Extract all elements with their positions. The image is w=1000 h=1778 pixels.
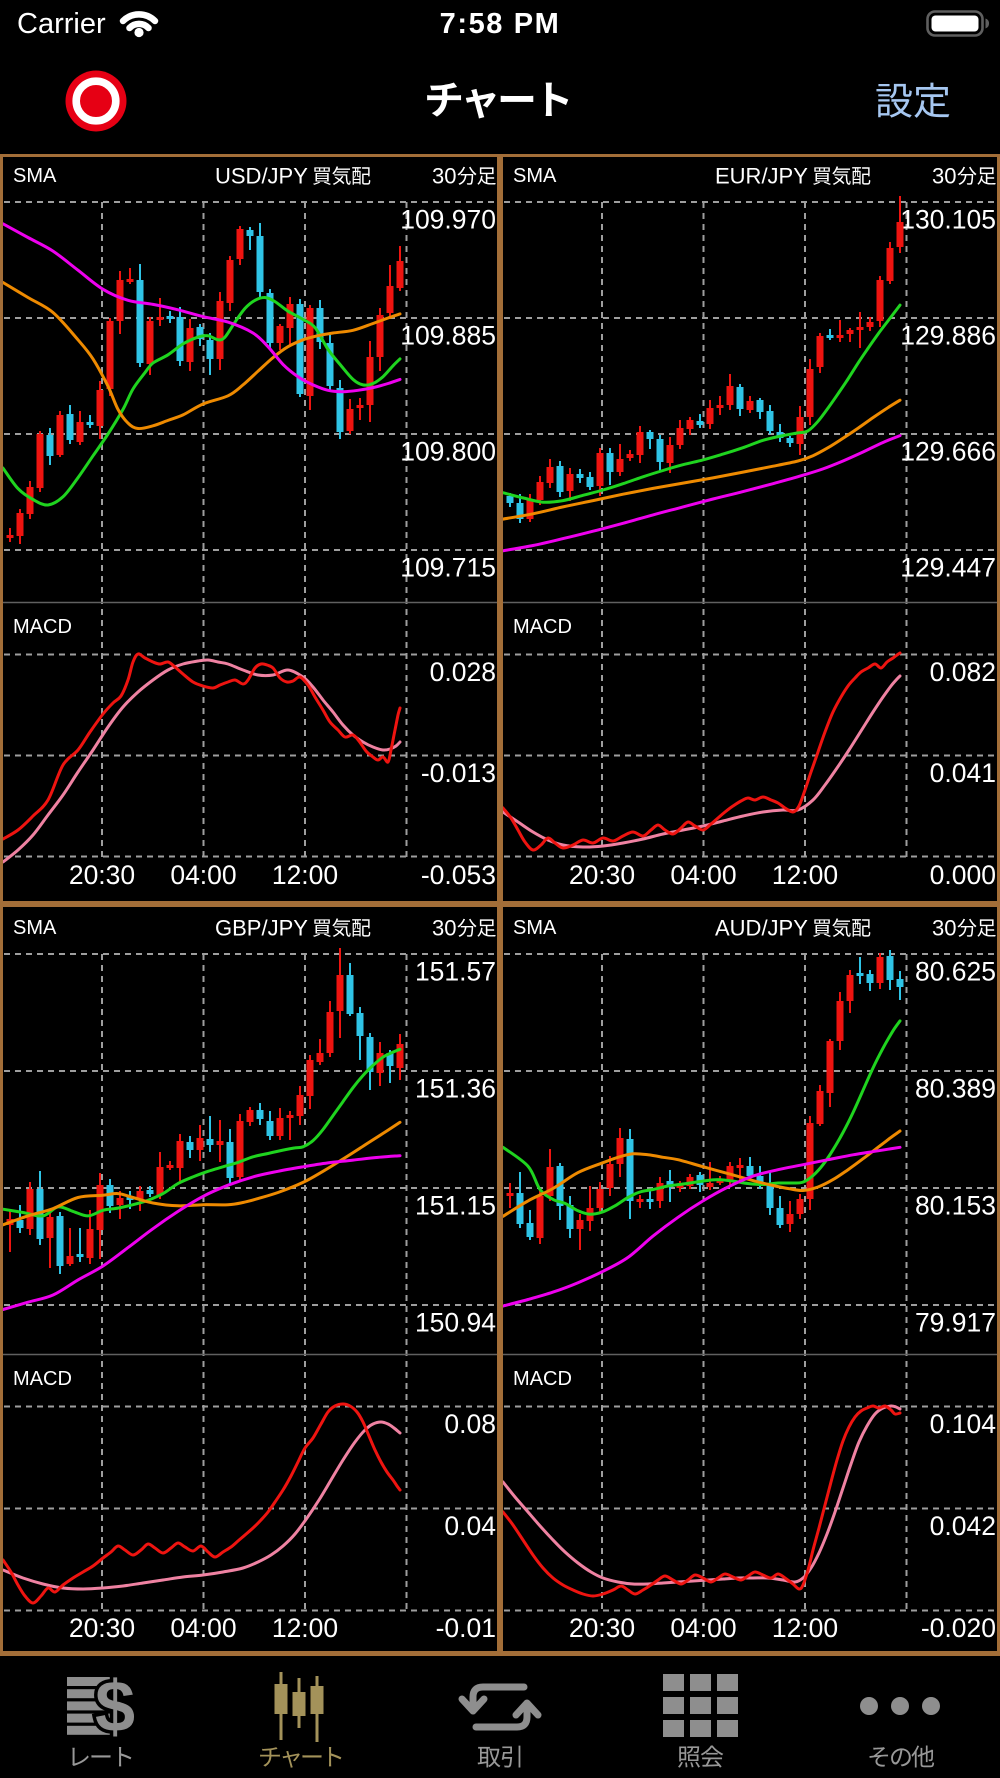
- svg-text:GBP/JPY: GBP/JPY: [215, 916, 308, 941]
- svg-text:0.041: 0.041: [930, 758, 996, 788]
- svg-text:20:30: 20:30: [69, 860, 135, 890]
- svg-text:0.04: 0.04: [444, 1511, 496, 1541]
- svg-text:109.715: 109.715: [400, 553, 496, 583]
- svg-text:12:00: 12:00: [272, 860, 338, 890]
- svg-text:151.57: 151.57: [415, 957, 496, 987]
- svg-text:7:58 PM: 7:58 PM: [440, 8, 561, 40]
- svg-text:151.36: 151.36: [415, 1074, 496, 1104]
- svg-text:0.000: 0.000: [930, 860, 996, 890]
- svg-text:30: 30: [432, 164, 456, 189]
- svg-text:109.970: 109.970: [400, 205, 496, 235]
- svg-text:04:00: 04:00: [170, 860, 236, 890]
- svg-text:SMA: SMA: [13, 917, 57, 939]
- svg-text:$: $: [95, 1667, 135, 1747]
- svg-text:-0.053: -0.053: [421, 860, 496, 890]
- svg-text:04:00: 04:00: [170, 1613, 236, 1643]
- svg-text:SMA: SMA: [513, 917, 557, 939]
- svg-text:Carrier: Carrier: [17, 8, 106, 40]
- svg-text:-0.020: -0.020: [921, 1613, 996, 1643]
- svg-text:30: 30: [932, 916, 956, 941]
- svg-text:0.082: 0.082: [930, 657, 996, 687]
- svg-text:80.389: 80.389: [915, 1074, 996, 1104]
- svg-text:12:00: 12:00: [772, 1613, 838, 1643]
- svg-text:12:00: 12:00: [272, 1613, 338, 1643]
- svg-text:129.447: 129.447: [900, 553, 996, 583]
- svg-text:MACD: MACD: [13, 616, 72, 638]
- svg-text:30: 30: [932, 164, 956, 189]
- svg-text:109.885: 109.885: [400, 321, 496, 351]
- svg-text:151.15: 151.15: [415, 1191, 496, 1221]
- svg-text:EUR/JPY: EUR/JPY: [715, 164, 808, 189]
- svg-text:04:00: 04:00: [670, 860, 736, 890]
- svg-text:30: 30: [432, 916, 456, 941]
- svg-text:SMA: SMA: [13, 165, 57, 187]
- svg-text:129.886: 129.886: [900, 321, 996, 351]
- svg-text:20:30: 20:30: [569, 860, 635, 890]
- svg-text:-0.01: -0.01: [436, 1613, 496, 1643]
- svg-text:0.042: 0.042: [930, 1511, 996, 1541]
- svg-text:12:00: 12:00: [772, 860, 838, 890]
- svg-text:130.105: 130.105: [900, 205, 996, 235]
- svg-text:MACD: MACD: [513, 616, 572, 638]
- svg-text:80.625: 80.625: [915, 957, 996, 987]
- svg-text:79.917: 79.917: [915, 1308, 996, 1338]
- svg-text:MACD: MACD: [13, 1368, 72, 1390]
- svg-text:0.08: 0.08: [444, 1409, 496, 1439]
- svg-text:0.104: 0.104: [930, 1409, 996, 1439]
- svg-text:USD/JPY: USD/JPY: [215, 164, 308, 189]
- svg-text:SMA: SMA: [513, 165, 557, 187]
- svg-text:20:30: 20:30: [69, 1613, 135, 1643]
- svg-text:80.153: 80.153: [915, 1191, 996, 1221]
- svg-text:20:30: 20:30: [569, 1613, 635, 1643]
- svg-text:04:00: 04:00: [670, 1613, 736, 1643]
- svg-text:150.94: 150.94: [415, 1308, 496, 1338]
- svg-text:129.666: 129.666: [900, 437, 996, 467]
- svg-text:AUD/JPY: AUD/JPY: [715, 916, 808, 941]
- svg-text:MACD: MACD: [513, 1368, 572, 1390]
- svg-text:0.028: 0.028: [430, 657, 496, 687]
- svg-text:-0.013: -0.013: [421, 758, 496, 788]
- svg-text:109.800: 109.800: [400, 437, 496, 467]
